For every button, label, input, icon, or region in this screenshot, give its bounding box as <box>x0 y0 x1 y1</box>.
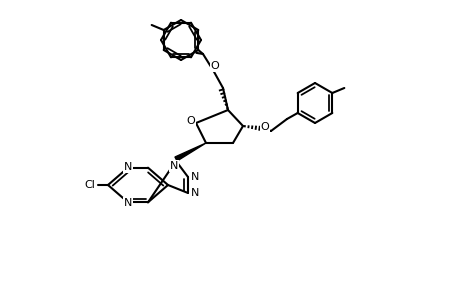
Text: O: O <box>210 61 219 71</box>
Text: N: N <box>190 172 199 182</box>
Text: N: N <box>123 162 132 172</box>
Text: N: N <box>190 188 199 198</box>
Text: O: O <box>260 122 269 132</box>
Text: Cl: Cl <box>84 180 95 190</box>
Text: O: O <box>186 116 195 126</box>
Text: N: N <box>169 161 178 171</box>
Polygon shape <box>174 143 206 161</box>
Text: N: N <box>123 198 132 208</box>
